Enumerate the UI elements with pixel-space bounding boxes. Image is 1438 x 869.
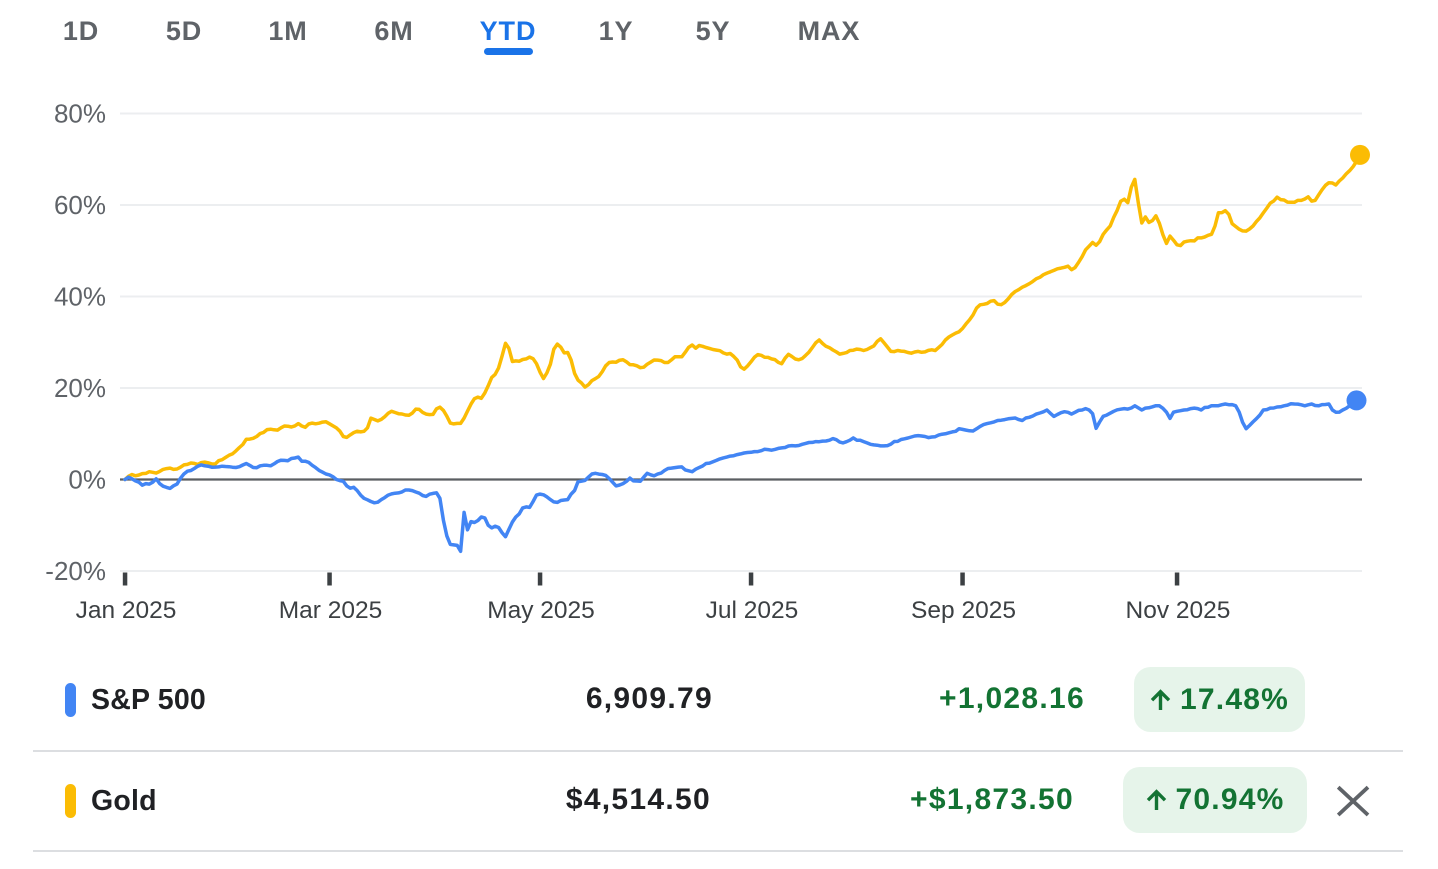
svg-text:40%: 40% bbox=[54, 282, 106, 312]
svg-text:Jan 2025: Jan 2025 bbox=[76, 597, 177, 624]
svg-text:0%: 0% bbox=[68, 465, 106, 495]
svg-text:May 2025: May 2025 bbox=[487, 597, 595, 624]
svg-text:60%: 60% bbox=[54, 190, 106, 220]
svg-text:-20%: -20% bbox=[45, 556, 106, 586]
svg-text:Jul 2025: Jul 2025 bbox=[706, 597, 799, 624]
svg-text:Mar 2025: Mar 2025 bbox=[279, 597, 383, 624]
svg-text:Sep 2025: Sep 2025 bbox=[911, 597, 1016, 624]
svg-text:80%: 80% bbox=[54, 99, 106, 129]
svg-text:Nov 2025: Nov 2025 bbox=[1126, 597, 1231, 624]
svg-text:20%: 20% bbox=[54, 373, 106, 403]
